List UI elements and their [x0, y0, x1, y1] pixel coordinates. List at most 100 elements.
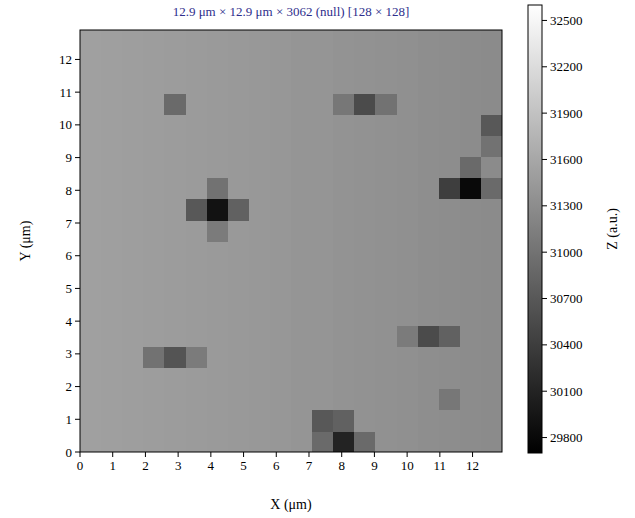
- cell: [207, 304, 229, 326]
- cell: [80, 389, 102, 411]
- cell: [481, 51, 502, 73]
- cell: [186, 178, 208, 200]
- cell: [80, 410, 102, 432]
- cell: [228, 283, 250, 305]
- cell: [312, 136, 334, 158]
- cell: [333, 262, 355, 284]
- x-tick-label: 12: [466, 458, 479, 473]
- cell: [249, 241, 271, 263]
- cell: [439, 347, 461, 369]
- cell: [481, 325, 502, 347]
- cell: [101, 283, 123, 305]
- cell: [291, 347, 313, 369]
- cell: [354, 304, 376, 326]
- cell: [228, 136, 250, 158]
- cell: [397, 241, 419, 263]
- cell: [228, 114, 250, 136]
- cell: [228, 51, 250, 73]
- cell: [186, 157, 208, 179]
- cell: [207, 199, 229, 221]
- cell: [143, 431, 165, 452]
- cell: [312, 389, 334, 411]
- cell: [354, 93, 376, 115]
- cell: [333, 431, 355, 452]
- cell: [375, 368, 397, 390]
- cell: [312, 431, 334, 452]
- cell: [101, 178, 123, 200]
- cell: [270, 220, 292, 242]
- cell: [460, 178, 482, 200]
- cell: [207, 72, 229, 94]
- cell: [228, 325, 250, 347]
- cell: [439, 114, 461, 136]
- y-tick: [75, 419, 80, 420]
- cell: [312, 368, 334, 390]
- cell: [312, 347, 334, 369]
- cell: [312, 199, 334, 221]
- x-tick-label: 2: [142, 458, 149, 473]
- x-tick-label: 3: [175, 458, 182, 473]
- cell: [460, 114, 482, 136]
- plot-frame: [80, 30, 502, 452]
- cell: [164, 304, 186, 326]
- cell: [164, 114, 186, 136]
- cell: [333, 199, 355, 221]
- cell: [228, 368, 250, 390]
- cell: [249, 262, 271, 284]
- cell: [164, 410, 186, 432]
- cell: [460, 199, 482, 221]
- cell: [312, 114, 334, 136]
- cell: [439, 410, 461, 432]
- cell: [186, 30, 208, 52]
- cell: [312, 262, 334, 284]
- cell: [143, 325, 165, 347]
- cell: [333, 114, 355, 136]
- cell: [418, 199, 440, 221]
- x-tick-label: 4: [208, 458, 215, 473]
- cell: [291, 325, 313, 347]
- cell: [291, 199, 313, 221]
- x-tick: [210, 452, 211, 457]
- cell: [207, 262, 229, 284]
- cell: [270, 304, 292, 326]
- cell: [418, 389, 440, 411]
- cell: [354, 347, 376, 369]
- cell: [291, 51, 313, 73]
- cell: [101, 325, 123, 347]
- cell: [270, 136, 292, 158]
- cell: [101, 304, 123, 326]
- cell: [207, 347, 229, 369]
- cell: [207, 178, 229, 200]
- cell: [186, 114, 208, 136]
- y-tick-label: 11: [59, 85, 72, 100]
- cell: [164, 51, 186, 73]
- cell: [312, 30, 334, 52]
- cell: [143, 72, 165, 94]
- cell: [481, 30, 502, 52]
- cell: [80, 241, 102, 263]
- cell: [481, 220, 502, 242]
- cell: [164, 389, 186, 411]
- cell: [228, 431, 250, 452]
- cell: [186, 51, 208, 73]
- cell: [228, 389, 250, 411]
- cell: [101, 431, 123, 452]
- cell: [439, 262, 461, 284]
- cell: [460, 72, 482, 94]
- cell: [439, 136, 461, 158]
- cell: [333, 30, 355, 52]
- cell: [481, 389, 502, 411]
- cell: [291, 178, 313, 200]
- cell: [228, 30, 250, 52]
- cell: [101, 220, 123, 242]
- cell: [375, 241, 397, 263]
- y-tick: [75, 92, 80, 93]
- cell: [143, 157, 165, 179]
- cell: [101, 410, 123, 432]
- cell: [249, 199, 271, 221]
- cell: [80, 136, 102, 158]
- cell: [439, 220, 461, 242]
- x-tick: [407, 452, 408, 457]
- cell: [460, 347, 482, 369]
- z-tick-label: 31000: [550, 245, 583, 260]
